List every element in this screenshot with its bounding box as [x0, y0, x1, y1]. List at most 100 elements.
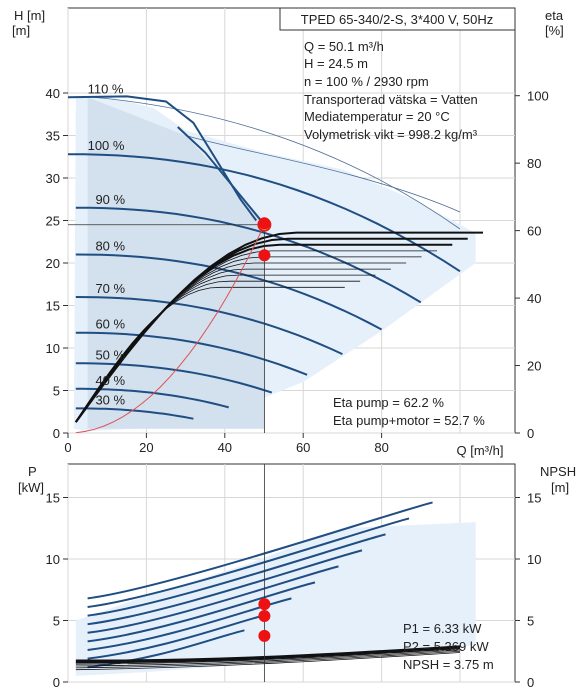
info-line: H = 24.5 m — [304, 56, 368, 71]
power-marker — [258, 598, 271, 611]
y-tick-label: 40 — [46, 86, 60, 101]
speed-label: 110 % — [88, 81, 124, 96]
info-line: n = 100 % / 2930 rpm — [304, 74, 429, 89]
head-curve — [75, 331, 308, 376]
eta-pump-motor-note: Eta pump+motor = 52.7 % — [333, 413, 485, 428]
speed-label: 70 % — [95, 281, 125, 296]
y-tick-label: 10 — [46, 552, 60, 567]
head-curve — [75, 206, 422, 304]
power-curve — [87, 501, 433, 600]
outline-curve — [83, 96, 461, 230]
power-marker — [258, 629, 271, 642]
info-line: Q = 50.1 m³/h — [304, 39, 384, 54]
power-envelope — [75, 522, 476, 676]
info-line: Mediatemperatur = 20 °C — [304, 109, 450, 124]
eta-pump-note: Eta pump = 62.2 % — [333, 395, 444, 410]
y-tick-label: 15 — [46, 299, 60, 314]
power-marker — [258, 609, 271, 622]
x-tick-label: 60 — [296, 440, 310, 455]
y-tick-label: 5 — [53, 614, 60, 629]
y-tick-label: 20 — [46, 256, 60, 271]
npsh-curve — [75, 645, 461, 662]
y-tick-label: 35 — [46, 129, 60, 144]
power-curves — [75, 464, 461, 682]
x-tick-label: 80 — [374, 440, 388, 455]
npsh-curve — [75, 650, 461, 669]
head-curve — [68, 95, 258, 222]
efficiency-curve — [75, 262, 407, 422]
npsh-curve — [75, 648, 461, 665]
y-axis-label-npsh-unit: [m] — [551, 480, 569, 495]
head-curve — [75, 362, 273, 394]
efficiency-curve — [75, 280, 361, 422]
npsh-curve — [75, 646, 461, 664]
y-axis-label-eta-unit: [%] — [545, 23, 564, 38]
npsh-curve — [75, 652, 461, 671]
title-box — [279, 7, 516, 31]
eta-marker — [258, 249, 271, 262]
system-curve — [75, 224, 265, 433]
efficiency-curve — [74, 231, 483, 423]
head-curves — [68, 95, 483, 433]
y-right-tick-label: 60 — [527, 224, 541, 239]
y-right-tick-label: 0 — [527, 426, 534, 441]
y-right-tick-label: 15 — [527, 491, 541, 506]
y-axis-label-h: H [m] — [14, 8, 45, 23]
head-envelope — [73, 96, 476, 432]
y-tick-label: 0 — [53, 675, 60, 689]
y-axis-label-p: P — [28, 464, 37, 479]
y-tick-label: 15 — [46, 491, 60, 506]
power-curve — [87, 565, 339, 634]
y-tick-label: 25 — [46, 214, 60, 229]
y-axis-label-npsh: NPSH — [540, 464, 576, 479]
speed-label: 90 % — [95, 192, 125, 207]
y-right-tick-label: 40 — [527, 291, 541, 306]
p2-note: P2 = 5.369 kW — [403, 639, 489, 654]
info-line: Transporterad vätska = Vatten — [304, 92, 478, 107]
power-envelope-area — [75, 522, 476, 676]
y-right-tick-label: 5 — [527, 614, 534, 629]
head-markers: 110 % 100 % 90 % 80 % 70 % 60 % 50 % 40 % 30 % — [88, 81, 272, 407]
y-axis-label-h-unit: [m] — [12, 23, 30, 38]
info-line: Volymetrisk vikt = 998.2 kg/m³ — [304, 127, 478, 142]
y-right-tick-label: 80 — [527, 156, 541, 171]
y-tick-label: 10 — [46, 341, 60, 356]
speed-label: 50 % — [95, 347, 125, 362]
npsh-curve — [75, 649, 461, 667]
limit-line — [177, 126, 266, 226]
power-curve — [87, 613, 269, 660]
x-tick-label: 0 — [64, 440, 71, 455]
head-curve — [75, 407, 194, 420]
speed-label: 100 % — [88, 138, 125, 153]
y-right-tick-label: 0 — [527, 675, 534, 689]
speed-label: 30 % — [95, 392, 125, 407]
speed-label: 60 % — [95, 317, 125, 332]
power-curve — [87, 533, 386, 617]
npsh-note: NPSH = 3.75 m — [403, 657, 494, 672]
power-markers — [258, 598, 271, 642]
efficiency-curve — [75, 286, 345, 422]
head-plot-ticks: 0 20 40 60 80 0 5 10 15 20 25 30 35 40 0 20 40 60 80 100 — [46, 86, 549, 455]
y-right-tick-label: 10 — [527, 552, 541, 567]
power-curve — [87, 597, 292, 652]
y-tick-label: 30 — [46, 171, 60, 186]
speed-label: 80 % — [95, 239, 125, 254]
y-axis-label-eta: eta — [545, 8, 564, 23]
x-axis-label: Q [m³/h] — [457, 443, 504, 458]
outline-curve — [185, 135, 461, 213]
power-curve — [87, 549, 363, 626]
power-curve — [87, 517, 410, 608]
y-tick-label: 5 — [53, 384, 60, 399]
head-curve — [75, 296, 343, 356]
x-tick-label: 40 — [218, 440, 232, 455]
eta-marker — [258, 217, 271, 230]
y-right-tick-label: 20 — [527, 359, 541, 374]
speed-label: 40 % — [95, 373, 125, 388]
p1-note: P1 = 6.33 kW — [403, 621, 482, 636]
power-curve — [87, 581, 316, 643]
y-right-tick-label: 100 — [527, 89, 549, 104]
y-tick-label: 0 — [53, 426, 60, 441]
x-tick-label: 20 — [139, 440, 153, 455]
chart-title: TPED 65-340/2-S, 3*400 V, 50Hz — [301, 12, 493, 27]
